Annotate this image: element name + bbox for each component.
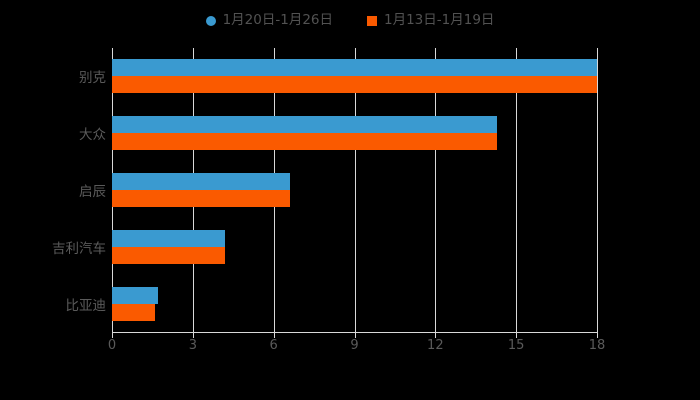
- y-axis-label-2: 启辰: [79, 184, 106, 200]
- chart-legend: 1月20日-1月26日 1月13日-1月19日: [0, 8, 700, 34]
- legend-label-1: 1月13日-1月19日: [384, 12, 495, 29]
- tick-mark-0: [112, 333, 113, 338]
- x-tick-label-3: 3: [188, 338, 197, 353]
- tick-mark-3: [192, 333, 194, 338]
- bar-0-3[interactable]: [112, 229, 226, 247]
- x-tick-label-15: 15: [507, 338, 525, 353]
- gridline-12: [435, 48, 437, 332]
- legend-item-1[interactable]: 1月13日-1月19日: [367, 14, 494, 28]
- tick-mark-6: [273, 333, 275, 338]
- bar-0-4[interactable]: [112, 286, 158, 304]
- legend-marker-orange-square: [367, 16, 377, 26]
- y-axis-category-labels: 别克大众启辰吉利汽车比亚迪: [0, 0, 106, 400]
- bar-1-0[interactable]: [112, 76, 597, 94]
- tick-mark-15: [516, 333, 518, 338]
- tick-mark-18: [597, 333, 598, 338]
- bar-0-1[interactable]: [112, 116, 498, 134]
- x-tick-label-6: 6: [269, 338, 278, 353]
- bar-0-2[interactable]: [112, 173, 290, 190]
- x-axis-line: [112, 332, 598, 333]
- gridline-15: [516, 48, 518, 332]
- gridline-18: [597, 48, 598, 332]
- gridline-9: [354, 48, 356, 332]
- y-axis-label-3: 吉利汽车: [52, 240, 106, 257]
- y-axis-label-1: 大众: [79, 127, 106, 144]
- bar-0-0[interactable]: [112, 59, 597, 77]
- tick-mark-9: [354, 333, 356, 338]
- tick-mark-12: [435, 333, 437, 338]
- x-tick-label-9: 9: [350, 338, 359, 353]
- x-tick-label-0: 0: [107, 338, 117, 353]
- y-axis-label-0: 别克: [79, 70, 106, 87]
- bar-1-4[interactable]: [112, 303, 156, 321]
- bar-1-1[interactable]: [112, 133, 498, 151]
- legend-label-0: 1月20日-1月26日: [222, 12, 333, 29]
- bar-1-3[interactable]: [112, 246, 226, 264]
- y-axis-label-4: 比亚迪: [65, 297, 107, 314]
- plot-area: [112, 48, 597, 332]
- legend-marker-blue-circle: [205, 16, 216, 26]
- x-tick-label-12: 12: [427, 338, 444, 353]
- legend-item-0[interactable]: 1月20日-1月26日: [205, 12, 333, 29]
- x-tick-label-18: 18: [588, 338, 606, 353]
- bar-1-2[interactable]: [112, 190, 290, 207]
